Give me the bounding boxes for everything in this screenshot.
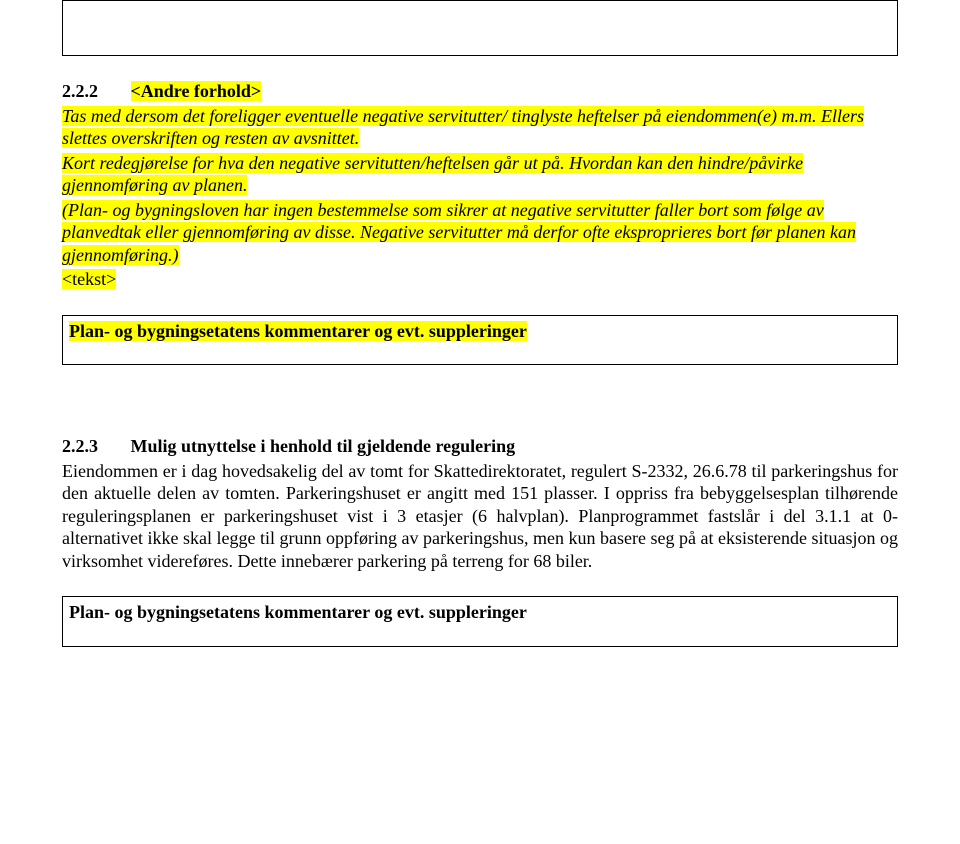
highlighted-text: (Plan- og bygningsloven har ingen bestem… xyxy=(62,200,856,265)
highlighted-text: <tekst> xyxy=(62,269,116,289)
section-2-2-3-heading: 2.2.3 Mulig utnyttelse i henhold til gje… xyxy=(62,435,898,458)
section-title: <Andre forhold> xyxy=(131,81,262,101)
empty-box-top xyxy=(62,0,898,56)
section-2-2-2-heading: 2.2.2 <Andre forhold> xyxy=(62,80,898,103)
highlighted-text: Tas med dersom det foreligger eventuelle… xyxy=(62,106,864,149)
section-2-2-2-para1: Tas med dersom det foreligger eventuelle… xyxy=(62,105,898,150)
section-2-2-3-body: Eiendommen er i dag hovedsakelig del av … xyxy=(62,460,898,573)
tekst-placeholder: <tekst> xyxy=(62,268,898,291)
section-2-2-2-para2: Kort redegjørelse for hva den negative s… xyxy=(62,152,898,197)
comment-box-2: Plan- og bygningsetatens kommentarer og … xyxy=(62,596,898,647)
box-title: Plan- og bygningsetatens kommentarer og … xyxy=(69,321,527,341)
section-number: 2.2.2 xyxy=(62,80,126,103)
spacer xyxy=(62,365,898,435)
section-number: 2.2.3 xyxy=(62,435,126,458)
box-title: Plan- og bygningsetatens kommentarer og … xyxy=(69,602,527,622)
comment-box-1: Plan- og bygningsetatens kommentarer og … xyxy=(62,315,898,366)
highlighted-text: Kort redegjørelse for hva den negative s… xyxy=(62,153,803,196)
section-title: Mulig utnyttelse i henhold til gjeldende… xyxy=(131,436,516,456)
section-2-2-2-para3: (Plan- og bygningsloven har ingen bestem… xyxy=(62,199,898,267)
